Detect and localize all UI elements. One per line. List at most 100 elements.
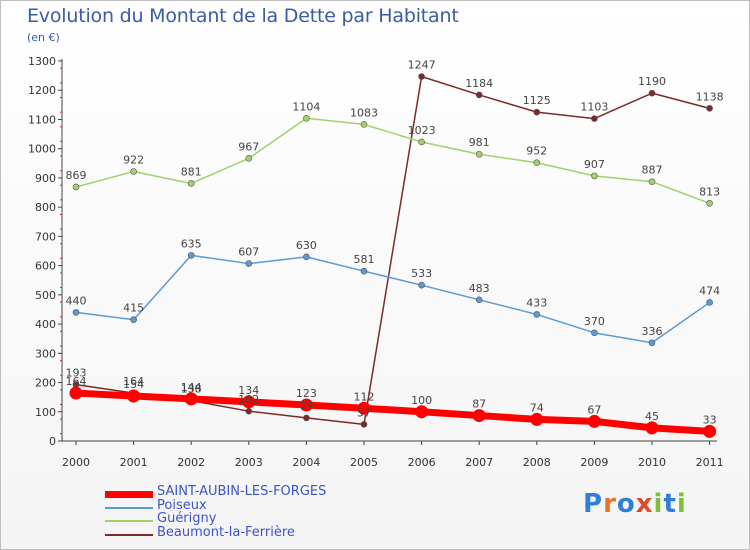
data-point — [72, 183, 80, 191]
data-point — [130, 316, 137, 323]
data-point — [187, 252, 195, 259]
data-label: 415 — [123, 302, 144, 315]
data-label: 33 — [703, 413, 717, 426]
data-label: 134 — [238, 384, 259, 397]
x-tick-label: 2001 — [120, 456, 148, 469]
data-label: 907 — [584, 158, 605, 171]
y-tick-label: 700 — [35, 230, 56, 243]
data-label: 1247 — [408, 58, 436, 71]
data-label: 102 — [238, 393, 259, 406]
x-tick-label: 2010 — [638, 456, 666, 469]
data-label: 635 — [181, 237, 202, 250]
data-point — [303, 253, 310, 261]
logo-letter: x — [635, 489, 654, 519]
proxiti-logo: Proxiti — [583, 489, 687, 519]
logo-letter: P — [583, 489, 604, 519]
data-point — [69, 386, 83, 400]
data-point — [533, 108, 541, 116]
data-point — [648, 339, 656, 347]
legend-label: SAINT-AUBIN-LES-FORGES — [157, 484, 327, 499]
data-label: 433 — [526, 296, 547, 309]
data-point — [127, 389, 141, 403]
data-point — [360, 121, 368, 128]
data-point — [184, 392, 198, 406]
data-point — [303, 414, 310, 422]
data-label: 483 — [469, 282, 490, 295]
data-label: 1184 — [465, 77, 493, 90]
data-point — [245, 260, 253, 267]
data-point — [587, 414, 601, 428]
data-point — [360, 421, 368, 428]
legend-swatch — [105, 506, 153, 509]
data-point — [591, 172, 598, 180]
logo-letter: i — [653, 489, 664, 519]
data-point — [242, 395, 256, 409]
data-point — [187, 180, 195, 187]
data-point — [472, 409, 486, 423]
logo-letter: r — [603, 489, 617, 519]
legend-swatch — [105, 490, 153, 498]
data-label: 74 — [530, 401, 544, 414]
data-point — [533, 159, 541, 167]
y-tick-label: 1100 — [28, 113, 56, 126]
data-point — [418, 281, 425, 289]
data-label: 1138 — [696, 90, 724, 103]
data-point — [530, 412, 544, 426]
data-point — [475, 91, 483, 99]
data-point — [415, 405, 429, 419]
data-label: 67 — [587, 403, 601, 416]
data-point — [418, 73, 425, 80]
legend-label: Poiseux — [157, 497, 207, 513]
data-label: 440 — [66, 294, 87, 307]
y-tick-label: 400 — [35, 318, 56, 331]
data-label: 630 — [296, 239, 317, 252]
x-tick-label: 2005 — [350, 456, 378, 469]
data-point — [533, 311, 541, 318]
chart-title: Evolution du Montant de la Dette par Hab… — [27, 5, 459, 27]
data-point — [303, 114, 310, 122]
data-point — [245, 155, 253, 162]
data-point — [475, 296, 483, 304]
data-label: 87 — [472, 398, 486, 411]
logo-letter: i — [676, 489, 687, 519]
data-label: 100 — [411, 394, 432, 407]
data-label: 474 — [699, 284, 720, 297]
data-point — [648, 178, 656, 186]
data-label: 581 — [354, 253, 375, 266]
y-tick-label: 100 — [35, 406, 56, 419]
y-tick-label: 300 — [35, 347, 56, 360]
data-label: 533 — [411, 267, 432, 280]
data-label: 164 — [123, 375, 144, 388]
y-tick-label: 900 — [35, 172, 56, 185]
legend-label: Beaumont-la-Ferrière — [157, 524, 295, 540]
data-point — [591, 115, 598, 122]
data-point — [703, 424, 717, 438]
data-point — [706, 299, 713, 306]
data-point — [360, 267, 368, 275]
data-label: 967 — [238, 140, 259, 153]
data-point — [706, 200, 713, 207]
data-label: 138 — [181, 383, 202, 396]
x-tick-label: 2002 — [177, 456, 205, 469]
data-label: 1190 — [638, 75, 666, 88]
data-label: 887 — [642, 164, 663, 177]
data-label: 1125 — [523, 94, 551, 107]
data-label: 881 — [181, 165, 202, 178]
data-point — [645, 421, 659, 435]
data-label: 813 — [699, 185, 720, 198]
data-label: 112 — [354, 390, 375, 403]
logo-letter: t — [663, 489, 677, 519]
data-point — [299, 398, 313, 412]
data-label: 952 — [526, 145, 547, 158]
data-label: 1104 — [292, 100, 320, 113]
legend-label: Guérigny — [157, 511, 217, 526]
data-label: 57 — [357, 406, 371, 419]
data-label: 193 — [66, 367, 87, 380]
x-tick-label: 2007 — [465, 456, 493, 469]
series-line — [72, 389, 714, 435]
y-tick-label: 500 — [35, 289, 56, 302]
data-label: 144 — [181, 381, 202, 394]
data-point — [130, 168, 137, 175]
logo-letter: o — [616, 489, 636, 519]
x-tick-label: 2004 — [292, 456, 320, 469]
